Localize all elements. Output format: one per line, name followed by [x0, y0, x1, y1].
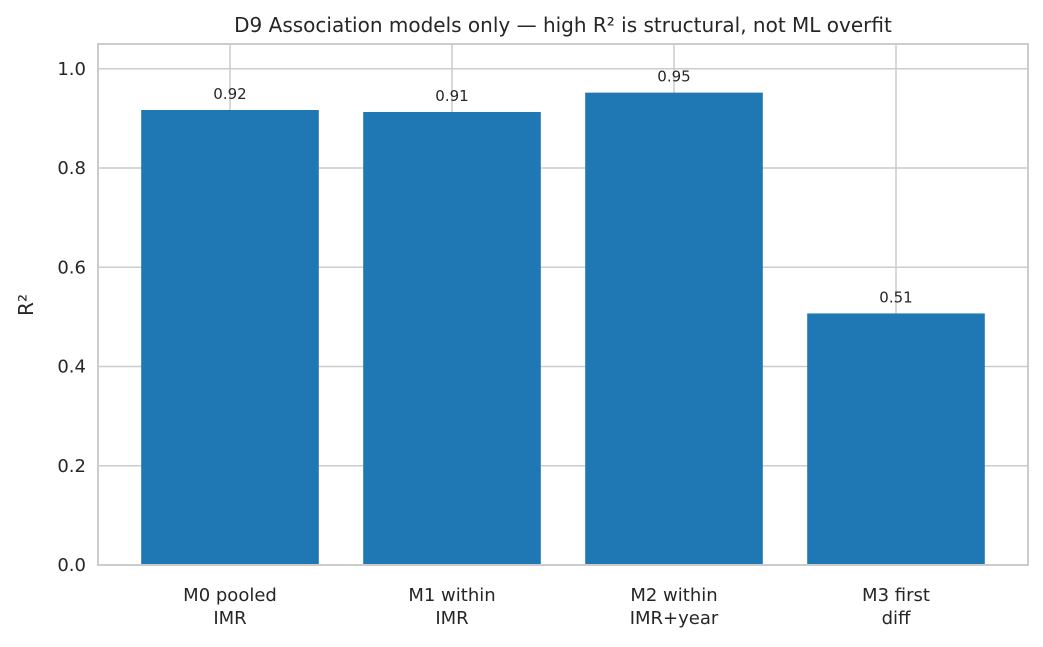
bar-value-label: 0.92 — [213, 85, 246, 103]
x-tick-label: M0 pooled — [183, 585, 277, 606]
y-tick-label: 0.2 — [57, 456, 86, 477]
y-tick-label: 1.0 — [57, 59, 86, 80]
bar — [807, 313, 985, 565]
y-axis-label: R² — [14, 294, 38, 316]
bar-value-label: 0.95 — [657, 68, 690, 86]
y-tick-label: 0.4 — [57, 357, 86, 378]
x-tick-label: M1 within — [408, 585, 495, 606]
bar-value-label: 0.91 — [435, 87, 468, 105]
x-tick-label: M3 first — [862, 585, 930, 606]
y-tick-label: 0.0 — [57, 555, 86, 576]
y-tick-label: 0.6 — [57, 257, 86, 278]
x-tick-label: M2 within — [630, 585, 717, 606]
x-tick-label: diff — [882, 608, 911, 629]
data-labels: 0.92 0.91 0.95 0.51 — [213, 68, 912, 307]
bars — [141, 92, 985, 566]
bar-value-label: 0.51 — [879, 288, 912, 306]
bar — [363, 111, 541, 566]
bar — [141, 109, 319, 565]
x-tick-label: IMR — [213, 608, 246, 629]
x-tick-label: IMR+year — [630, 608, 719, 629]
bar — [585, 92, 763, 566]
y-axis-ticks: 0.0 0.2 0.4 0.6 0.8 1.0 — [57, 59, 86, 576]
x-tick-label: IMR — [435, 608, 468, 629]
plot-frame — [97, 43, 1029, 566]
chart-title: D9 Association models only — high R² is … — [234, 13, 892, 37]
y-tick-label: 0.8 — [57, 158, 86, 179]
